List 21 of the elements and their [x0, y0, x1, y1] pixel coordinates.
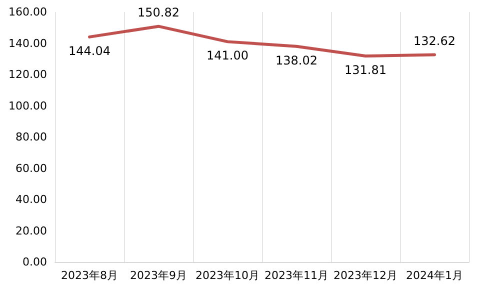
y-tick-label: 40.00: [16, 193, 47, 206]
data-label: 144.04: [68, 44, 110, 58]
x-tick-label: 2023年12月: [334, 269, 398, 282]
y-tick-label: 100.00: [8, 99, 47, 112]
y-tick-label: 160.00: [8, 6, 47, 18]
x-tick-label: 2023年9月: [130, 269, 187, 282]
y-tick-label: 120.00: [8, 68, 47, 81]
y-tick-label: 20.00: [16, 224, 47, 238]
data-label: 141.00: [206, 48, 248, 63]
x-tick-label: 2023年11月: [264, 269, 328, 282]
y-tick-label: 80.00: [16, 130, 47, 144]
data-label: 131.81: [344, 63, 386, 78]
data-label: 138.02: [276, 53, 318, 68]
x-tick-label: 2024年1月: [406, 269, 463, 282]
y-tick-label: 0.00: [22, 256, 47, 268]
x-tick-label: 2023年10月: [196, 269, 260, 282]
y-tick-label: 60.00: [16, 162, 47, 175]
data-label: 150.82: [138, 5, 180, 20]
data-label: 132.62: [414, 34, 456, 48]
x-tick-label: 2023年8月: [61, 269, 118, 282]
y-tick-label: 140.00: [8, 36, 47, 50]
